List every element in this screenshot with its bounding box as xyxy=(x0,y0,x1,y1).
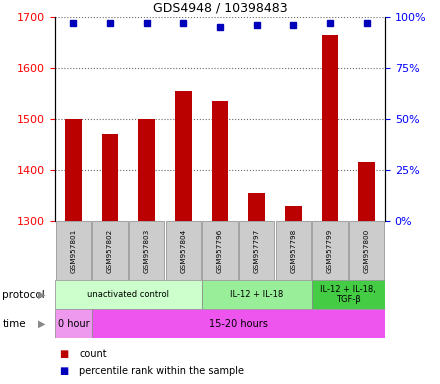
Text: 0 hour: 0 hour xyxy=(58,318,89,329)
Bar xyxy=(285,205,301,221)
Bar xyxy=(249,193,265,221)
Text: GSM957801: GSM957801 xyxy=(70,228,76,273)
Text: percentile rank within the sample: percentile rank within the sample xyxy=(79,366,244,376)
Bar xyxy=(139,119,155,221)
Bar xyxy=(102,134,118,221)
FancyBboxPatch shape xyxy=(239,222,274,280)
Title: GDS4948 / 10398483: GDS4948 / 10398483 xyxy=(153,2,287,15)
Text: ▶: ▶ xyxy=(38,318,46,329)
Text: time: time xyxy=(2,318,26,329)
Bar xyxy=(212,101,228,221)
Text: ■: ■ xyxy=(59,349,69,359)
FancyBboxPatch shape xyxy=(56,222,91,280)
Text: GSM957802: GSM957802 xyxy=(107,228,113,273)
FancyBboxPatch shape xyxy=(55,309,92,338)
Text: GSM957800: GSM957800 xyxy=(364,228,370,273)
Bar xyxy=(175,91,191,221)
Bar xyxy=(322,35,338,221)
FancyBboxPatch shape xyxy=(129,222,164,280)
Text: GSM957798: GSM957798 xyxy=(290,228,296,273)
FancyBboxPatch shape xyxy=(92,309,385,338)
Bar xyxy=(65,119,81,221)
Text: unactivated control: unactivated control xyxy=(87,290,169,299)
FancyBboxPatch shape xyxy=(202,222,238,280)
Text: GSM957796: GSM957796 xyxy=(217,228,223,273)
Bar xyxy=(359,162,375,221)
FancyBboxPatch shape xyxy=(92,222,128,280)
Text: GSM957804: GSM957804 xyxy=(180,228,186,273)
Text: 15-20 hours: 15-20 hours xyxy=(209,318,268,329)
Text: GSM957799: GSM957799 xyxy=(327,228,333,273)
FancyBboxPatch shape xyxy=(276,222,311,280)
FancyBboxPatch shape xyxy=(349,222,384,280)
Text: count: count xyxy=(79,349,107,359)
Text: protocol: protocol xyxy=(2,290,45,300)
Text: ■: ■ xyxy=(59,366,69,376)
FancyBboxPatch shape xyxy=(312,280,385,309)
Text: ▶: ▶ xyxy=(38,290,46,300)
Text: IL-12 + IL-18: IL-12 + IL-18 xyxy=(230,290,283,299)
FancyBboxPatch shape xyxy=(202,280,312,309)
FancyBboxPatch shape xyxy=(55,280,202,309)
FancyBboxPatch shape xyxy=(166,222,201,280)
FancyBboxPatch shape xyxy=(312,222,348,280)
Text: GSM957797: GSM957797 xyxy=(254,228,260,273)
Text: GSM957803: GSM957803 xyxy=(144,228,150,273)
Text: IL-12 + IL-18,
TGF-β: IL-12 + IL-18, TGF-β xyxy=(320,285,376,305)
